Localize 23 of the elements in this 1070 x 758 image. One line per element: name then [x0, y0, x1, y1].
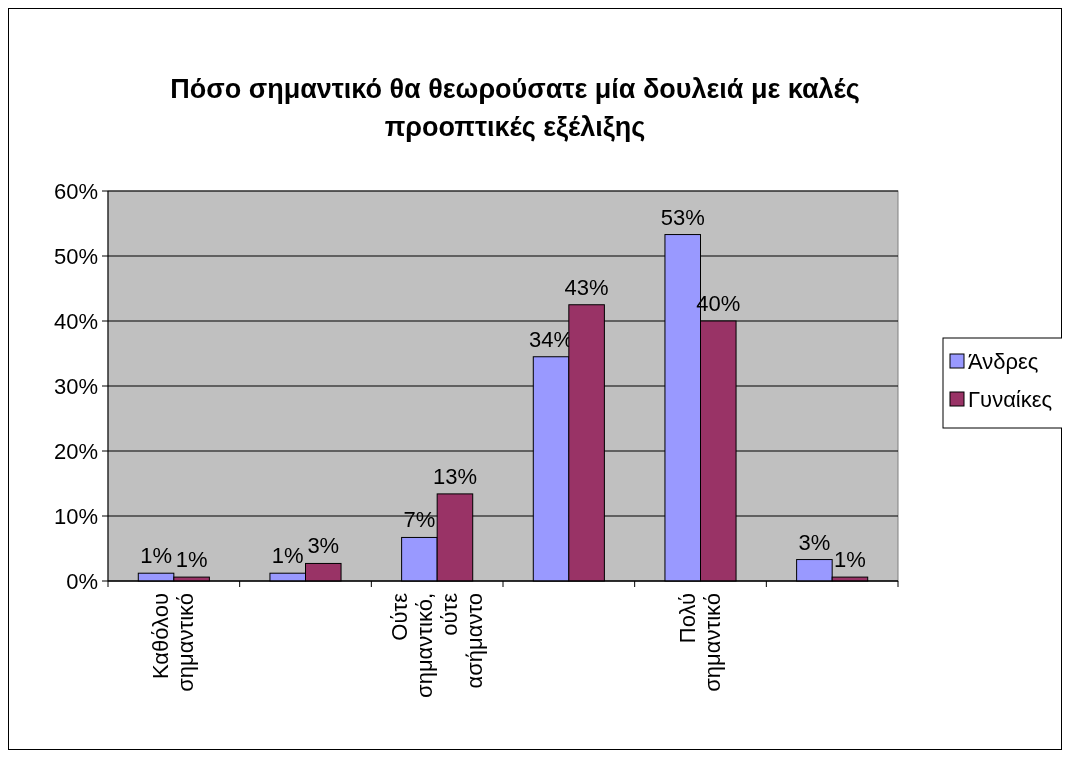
y-tick-label: 40% — [53, 308, 98, 334]
x-tick-label: Καθόλου σημαντικό — [148, 593, 199, 692]
y-tick-label: 60% — [53, 178, 98, 204]
y-tick-label: 10% — [53, 503, 98, 529]
data-label: 3% — [307, 533, 340, 559]
data-label: 53% — [660, 204, 705, 230]
x-tick-label: Πολύ σημαντικό — [675, 593, 725, 692]
legend-label: Γυναίκες — [968, 386, 1053, 412]
data-label: 3% — [798, 529, 831, 555]
data-label: 43% — [564, 274, 609, 300]
y-tick-label: 50% — [53, 243, 98, 269]
data-label: 1% — [271, 543, 304, 569]
data-label: 7% — [403, 507, 436, 533]
legend-label: Άνδρες — [968, 348, 1039, 374]
data-label: 1% — [834, 547, 866, 573]
x-tick-label: Ούτε σημαντικό, ούτε ασήμαντο — [386, 592, 487, 698]
chart-title: Πόσο σημαντικό θα θεωρούσατε μία δουλειά με καλές προοπτικές εξέλιξης — [170, 74, 860, 142]
y-tick-label: 20% — [53, 438, 98, 464]
data-label: 13% — [432, 463, 477, 489]
y-tick-label: 0% — [66, 568, 98, 594]
data-label: 1% — [175, 547, 208, 573]
y-tick-label: 30% — [53, 373, 98, 399]
data-label: 1% — [140, 543, 172, 569]
